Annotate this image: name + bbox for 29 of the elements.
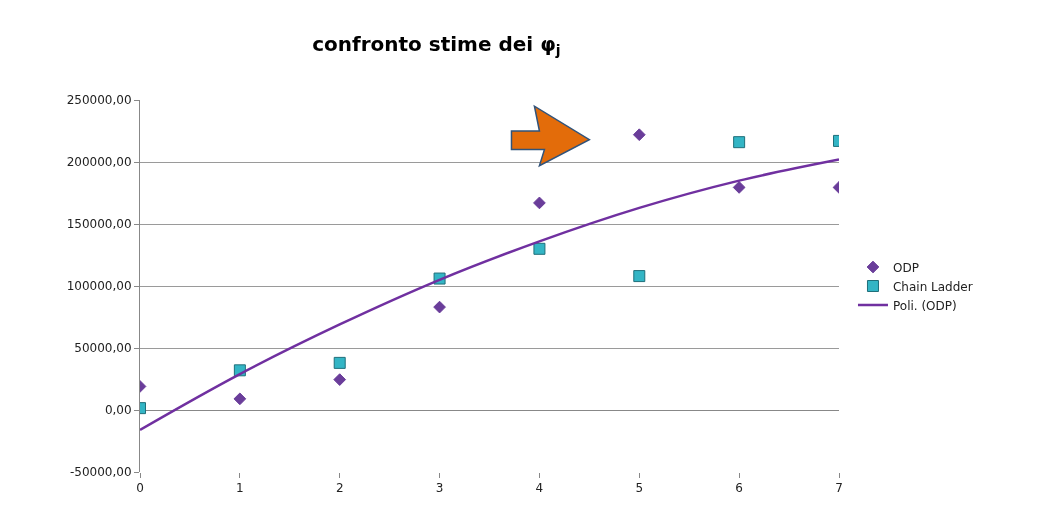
point bbox=[433, 300, 446, 314]
point bbox=[333, 373, 347, 386]
legend-label: ODP bbox=[892, 260, 919, 275]
y-tick-label: 50000,00 bbox=[74, 341, 132, 356]
y-tick-label: 200000,00 bbox=[66, 155, 132, 170]
y-tick-label: 100000,00 bbox=[66, 279, 132, 294]
x-tick-label: 3 bbox=[435, 481, 444, 496]
x-tick-label: 2 bbox=[335, 481, 344, 496]
y-tick-label: 0,00 bbox=[104, 403, 132, 418]
point bbox=[533, 196, 546, 210]
point bbox=[632, 128, 646, 142]
legend-label: Poli. (ODP) bbox=[892, 298, 957, 313]
chart-title: confronto stime dei φ$_{j}$ bbox=[312, 32, 561, 59]
point bbox=[233, 392, 247, 406]
legend-label: Chain Ladder bbox=[892, 279, 973, 294]
x-tick-label: 1 bbox=[236, 481, 244, 496]
y-tick-label: 150000,00 bbox=[66, 217, 132, 232]
x-tick-label: 6 bbox=[735, 481, 743, 496]
y-tick-label: 250000,00 bbox=[66, 93, 132, 108]
point bbox=[732, 181, 746, 194]
point bbox=[333, 356, 346, 369]
x-tick-label: 7 bbox=[835, 481, 843, 496]
point bbox=[733, 136, 746, 149]
x-tick-label: 5 bbox=[635, 481, 644, 496]
x-tick-label: 4 bbox=[535, 481, 544, 496]
point bbox=[533, 242, 546, 255]
x-tick-label: 0 bbox=[136, 481, 144, 496]
y-tick-label: -50000,00 bbox=[70, 465, 132, 480]
point bbox=[633, 270, 646, 283]
